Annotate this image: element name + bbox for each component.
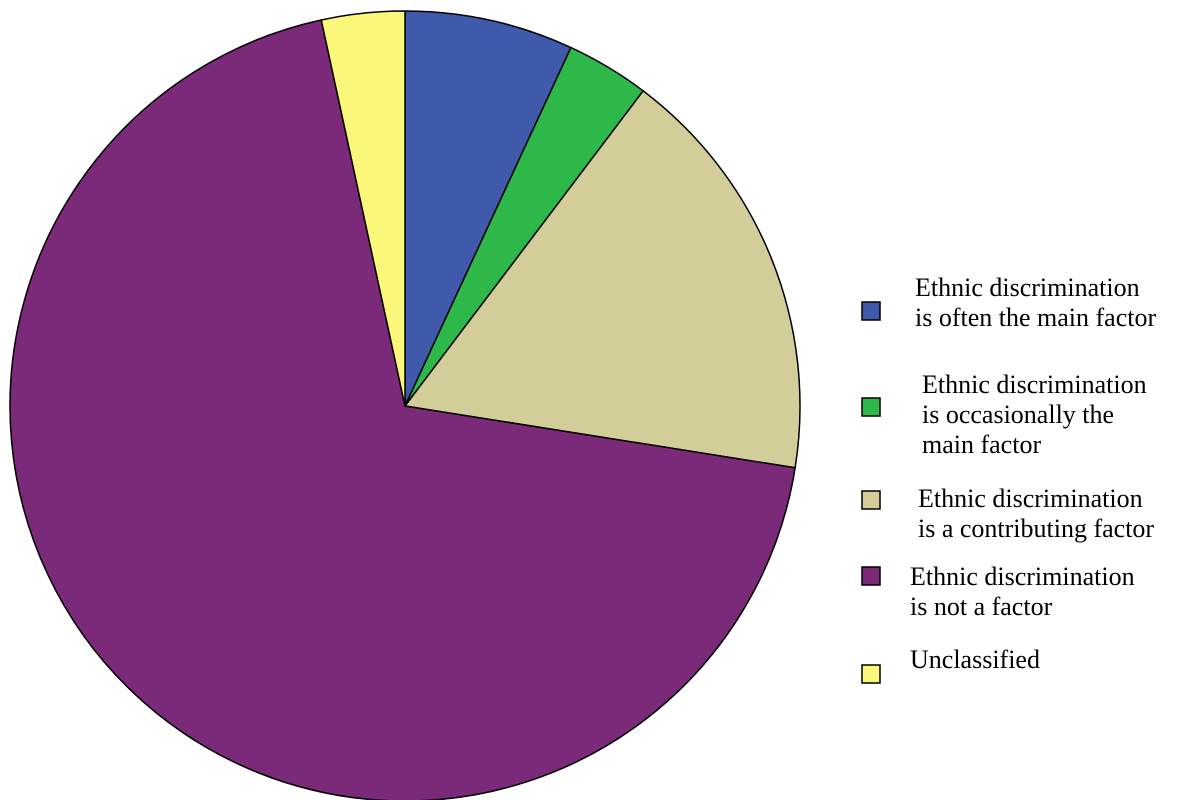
legend-label-line: is a contributing factor [918, 514, 1154, 543]
legend-label-2: Ethnic discrimination is occasionally the… [922, 370, 1147, 459]
legend-label-line: is often the main factor [915, 303, 1156, 332]
pie-slice-4 [9, 19, 796, 800]
legend-label-4: Ethnic discrimination is not a factor [910, 562, 1135, 621]
legend-label-line: Unclassified [910, 645, 1040, 674]
legend-label-line: main factor [922, 430, 1041, 459]
legend-label-3: Ethnic discrimination is a contributing f… [918, 484, 1154, 543]
pie-slice-1 [404, 10, 572, 407]
legend-swatch-3 [861, 490, 881, 510]
legend-label-line: Ethnic discrimination [922, 370, 1147, 399]
legend-label-line: Ethnic discrimination [910, 562, 1135, 591]
legend-swatch-1 [861, 301, 881, 321]
legend-swatch-2 [861, 397, 881, 417]
legend-swatch-4 [861, 566, 881, 586]
legend-label-1: Ethnic discrimination is often the main f… [915, 273, 1156, 332]
legend-label-5: Unclassified [910, 645, 1040, 674]
legend-swatch-5 [861, 664, 881, 684]
pie-slice-5 [320, 10, 406, 407]
pie-slice-3 [404, 90, 801, 469]
legend-label-line: Ethnic discrimination [915, 273, 1140, 302]
pie-slices [9, 10, 801, 800]
legend: Ethnic discrimination is often the main f… [861, 273, 1156, 684]
legend-label-line: is occasionally the [922, 400, 1114, 429]
legend-label-line: is not a factor [910, 592, 1053, 621]
legend-label-line: Ethnic discrimination [918, 484, 1143, 513]
